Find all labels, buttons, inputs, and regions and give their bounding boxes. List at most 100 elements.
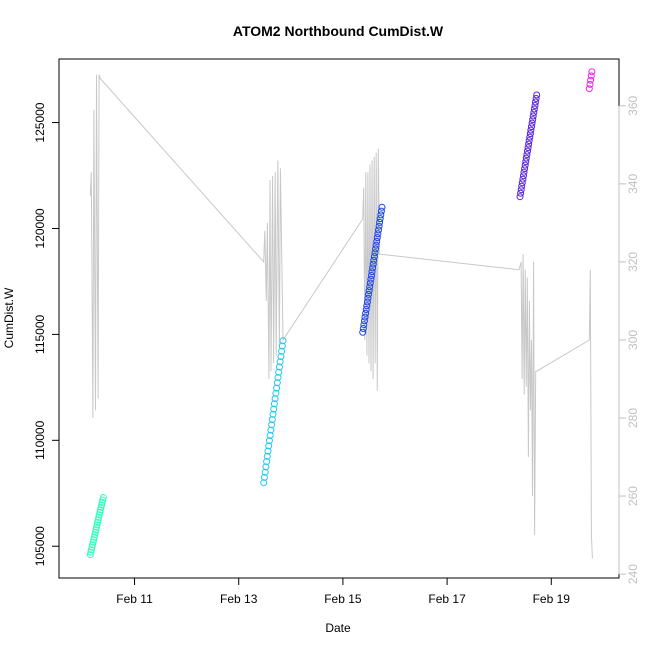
x-tick-label: Feb 17 (428, 592, 466, 606)
data-point-series-4 (524, 147, 531, 155)
data-point-series-4 (521, 165, 529, 173)
data-point-series-5 (587, 76, 595, 84)
y-right-tick-label: 320 (626, 252, 640, 272)
data-point-series-3 (359, 325, 367, 332)
data-point-series-4 (519, 175, 527, 183)
data-point-series-3 (377, 211, 385, 219)
data-point-series-4 (528, 119, 536, 127)
data-point-series-4 (525, 140, 533, 148)
data-point-series-5 (588, 68, 596, 76)
x-tick-label: Feb 11 (116, 592, 153, 606)
data-point-series-3 (361, 317, 368, 325)
data-point-series-4 (532, 95, 540, 102)
data-point-series-4 (516, 193, 524, 201)
data-point-series-1 (91, 528, 99, 536)
data-point-series-3 (366, 283, 374, 291)
data-point-series-2 (270, 405, 278, 413)
data-point-series-4 (520, 168, 528, 176)
data-point-series-4 (521, 161, 529, 169)
data-point-series-3 (374, 230, 382, 238)
data-point-series-3 (373, 237, 381, 245)
data-point-series-2 (264, 447, 272, 455)
data-point-series-2 (266, 431, 274, 439)
y-right-tick-label: 300 (626, 330, 640, 350)
data-point-series-2 (269, 410, 277, 418)
data-point-series-1 (93, 521, 101, 529)
data-point-series-3 (365, 290, 372, 298)
data-point-series-1 (96, 508, 104, 516)
y-tick-label: 105000 (33, 526, 47, 566)
x-tick-label: Feb 19 (533, 592, 571, 606)
data-point-series-2 (273, 379, 281, 387)
y-axis-label: CumDist.W (2, 287, 16, 348)
data-point-series-1 (86, 551, 94, 559)
y-right-tick-label: 280 (626, 408, 640, 428)
data-point-series-2 (272, 389, 280, 397)
data-point-series-2 (274, 374, 282, 381)
data-point-series-5 (587, 72, 595, 80)
data-point-series-2 (278, 347, 286, 355)
data-point-series-4 (530, 109, 538, 116)
y-right-tick-label: 240 (626, 564, 640, 584)
data-point-series-3 (367, 275, 375, 283)
data-point-series-3 (363, 298, 371, 306)
y-tick-label: 120000 (33, 208, 47, 248)
y-right-tick-label: 360 (626, 95, 640, 115)
data-point-series-2 (275, 368, 283, 376)
data-point-series-2 (263, 452, 271, 460)
x-tick-label: Feb 13 (220, 592, 258, 606)
data-point-series-2 (263, 458, 271, 466)
y-axis-right: 240 260 280 300 320 340 360 (618, 95, 640, 584)
data-point-series-2 (271, 395, 279, 403)
data-point-series-4 (525, 137, 533, 145)
data-point-series-3 (363, 302, 371, 310)
data-point-series-4 (520, 172, 527, 180)
y-tick-label: 125000 (33, 102, 47, 142)
data-point-series-3 (376, 218, 384, 226)
data-point-series-4 (523, 151, 531, 159)
data-point-series-2 (279, 337, 287, 345)
data-point-series-3 (376, 215, 384, 223)
line-layer (89, 74, 593, 559)
data-point-series-2 (261, 468, 269, 476)
data-point-series-3 (359, 328, 367, 336)
data-point-series-1 (99, 494, 107, 501)
data-point-series-4 (533, 91, 541, 99)
data-point-series-2 (260, 473, 268, 481)
data-point-series-3 (370, 256, 378, 264)
data-point-series-3 (362, 309, 370, 317)
data-point-series-4 (522, 154, 530, 162)
data-point-series-3 (372, 241, 380, 249)
data-point-series-3 (377, 207, 385, 215)
x-tick-label: Feb 15 (324, 592, 362, 606)
data-point-series-4 (518, 179, 526, 187)
data-point-series-4 (526, 133, 534, 141)
data-point-series-3 (364, 294, 372, 302)
data-point-series-2 (267, 426, 275, 434)
data-point-series-2 (268, 416, 276, 424)
data-point-series-2 (268, 421, 276, 429)
y-tick-label: 115000 (33, 314, 47, 353)
data-point-series-4 (526, 130, 534, 138)
data-point-series-3 (360, 321, 368, 329)
y-tick-label: 110000 (33, 420, 47, 459)
data-point-series-2 (275, 363, 283, 371)
data-point-series-2 (270, 400, 278, 408)
data-point-series-4 (532, 98, 539, 106)
data-point-series-4 (529, 112, 537, 120)
data-point-series-2 (273, 384, 281, 392)
data-point-series-3 (371, 249, 379, 257)
data-point-series-3 (369, 264, 377, 272)
data-point-series-2 (262, 463, 270, 471)
data-point-series-3 (365, 287, 373, 295)
y-right-tick-label: 340 (626, 174, 640, 194)
data-point-series-4 (531, 102, 539, 109)
data-point-series-5 (585, 85, 593, 93)
point-layer (86, 68, 596, 559)
data-point-series-1 (94, 516, 102, 524)
data-point-series-3 (361, 313, 369, 321)
x-axis: Feb 11 Feb 13 Feb 15 Feb 17 Feb 19 (116, 577, 571, 606)
data-point-series-3 (375, 226, 382, 234)
data-point-series-4 (527, 126, 535, 134)
